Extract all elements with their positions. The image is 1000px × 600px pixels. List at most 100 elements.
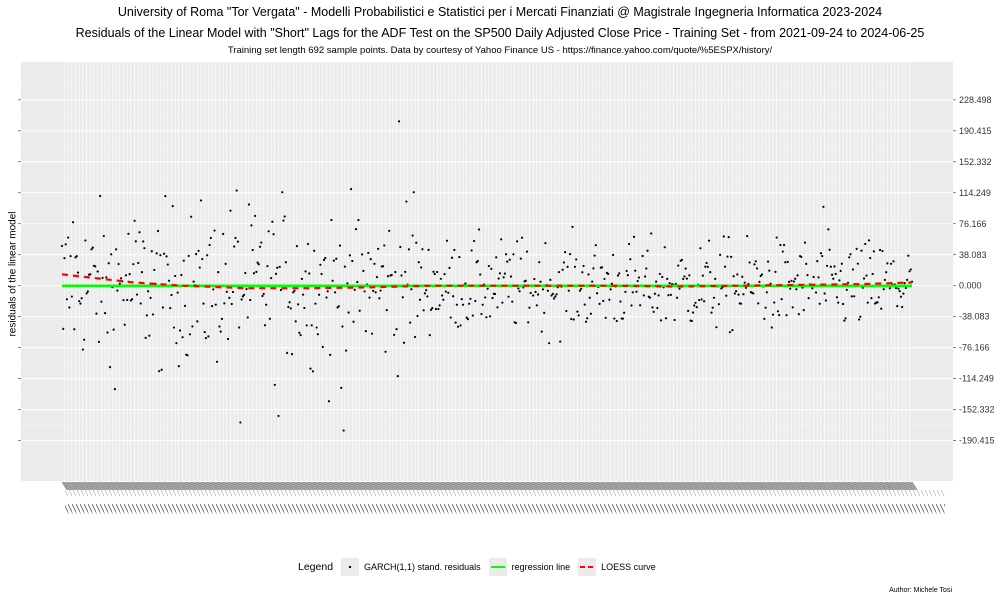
x-tick-mark (115, 481, 122, 491)
data-point (181, 336, 184, 339)
data-point (786, 260, 789, 264)
data-point (700, 298, 703, 301)
x-tick-mark (575, 481, 582, 491)
x-tick-mark (349, 481, 356, 491)
data-point (425, 289, 428, 292)
x-tick-mark (252, 481, 258, 491)
data-point (203, 330, 206, 334)
data-point (396, 375, 399, 378)
data-point (550, 294, 553, 297)
data-point (818, 302, 821, 305)
data-point (598, 302, 601, 305)
x-tick-mark (851, 481, 857, 491)
data-point (423, 292, 426, 295)
x-tick-mark (882, 481, 888, 491)
data-point (710, 311, 713, 314)
x-tick-mark (361, 481, 368, 491)
data-point (401, 296, 404, 299)
data-point (572, 318, 575, 321)
x-tick-mark (616, 481, 623, 491)
data-point (525, 250, 529, 253)
data-point (861, 286, 864, 289)
x-tick-mark (631, 481, 637, 491)
data-point (110, 253, 113, 256)
x-tick-mark (793, 481, 800, 491)
x-tick-mark (840, 481, 846, 491)
x-tick-mark (665, 481, 672, 491)
x-tick-mark (166, 481, 172, 491)
x-tick-mark (550, 481, 556, 491)
legend: Legend GARCH(1,1) stand. residuals regre… (298, 558, 664, 576)
data-point (480, 312, 483, 316)
data-point (124, 274, 128, 277)
x-tick-mark (895, 481, 902, 491)
x-tick-mark (96, 481, 102, 491)
data-point (428, 333, 431, 337)
x-tick-mark (433, 481, 439, 491)
data-point (342, 429, 345, 432)
data-point (878, 248, 882, 252)
data-point (680, 258, 684, 262)
data-point (427, 248, 430, 251)
data-point (905, 278, 909, 281)
data-point (178, 329, 182, 332)
data-point (476, 259, 479, 263)
x-tick-mark (839, 481, 845, 491)
x-tick-mark (194, 481, 201, 491)
data-point (212, 288, 215, 291)
data-point (658, 272, 661, 276)
data-point (388, 229, 391, 232)
x-tick-mark (225, 481, 231, 491)
x-tick-mark (568, 481, 575, 491)
data-point (361, 253, 364, 256)
data-point (778, 314, 781, 317)
x-tick-mark (333, 481, 340, 491)
data-point (263, 324, 267, 327)
data-point (225, 290, 228, 293)
data-point (559, 340, 562, 343)
data-point (888, 287, 891, 290)
x-tick-mark (514, 481, 520, 491)
x-tick-mark (716, 481, 722, 491)
data-point (742, 293, 745, 296)
data-point (759, 274, 762, 278)
x-tick-mark (695, 481, 701, 491)
data-point (254, 214, 257, 218)
x-tick-mark (413, 481, 420, 491)
data-point (282, 219, 285, 222)
x-tick-mark (890, 481, 897, 491)
data-point (358, 309, 361, 312)
x-tick-mark (406, 481, 412, 491)
data-point (434, 307, 438, 311)
x-tick-mark (660, 481, 667, 491)
data-point (458, 255, 461, 259)
x-tick-mark (780, 481, 786, 491)
x-tick-mark (452, 481, 459, 491)
x-tick-mark (322, 481, 329, 491)
x-tick-mark (552, 481, 559, 491)
data-point (723, 265, 727, 268)
x-tick-mark (782, 481, 789, 491)
x-tick-mark (85, 481, 91, 491)
data-point (889, 262, 893, 265)
x-tick-mark (147, 481, 154, 491)
x-tick-mark (356, 481, 363, 491)
data-point (691, 311, 695, 314)
x-tick-mark (541, 481, 547, 491)
x-tick-mark (682, 481, 689, 491)
x-tick-mark (419, 481, 426, 491)
x-tick-mark (618, 481, 625, 491)
x-tick-mark (808, 481, 814, 491)
data-point (433, 272, 436, 276)
data-point (322, 258, 326, 262)
x-tick-mark (174, 481, 181, 491)
data-point (255, 270, 258, 274)
data-point (348, 254, 351, 257)
x-tick-mark (187, 481, 193, 491)
data-point (169, 307, 172, 310)
x-tick-mark (93, 481, 100, 491)
x-tick-mark (739, 481, 746, 491)
x-tick-mark (129, 481, 135, 491)
x-tick-mark (580, 481, 587, 491)
data-point (113, 387, 116, 391)
